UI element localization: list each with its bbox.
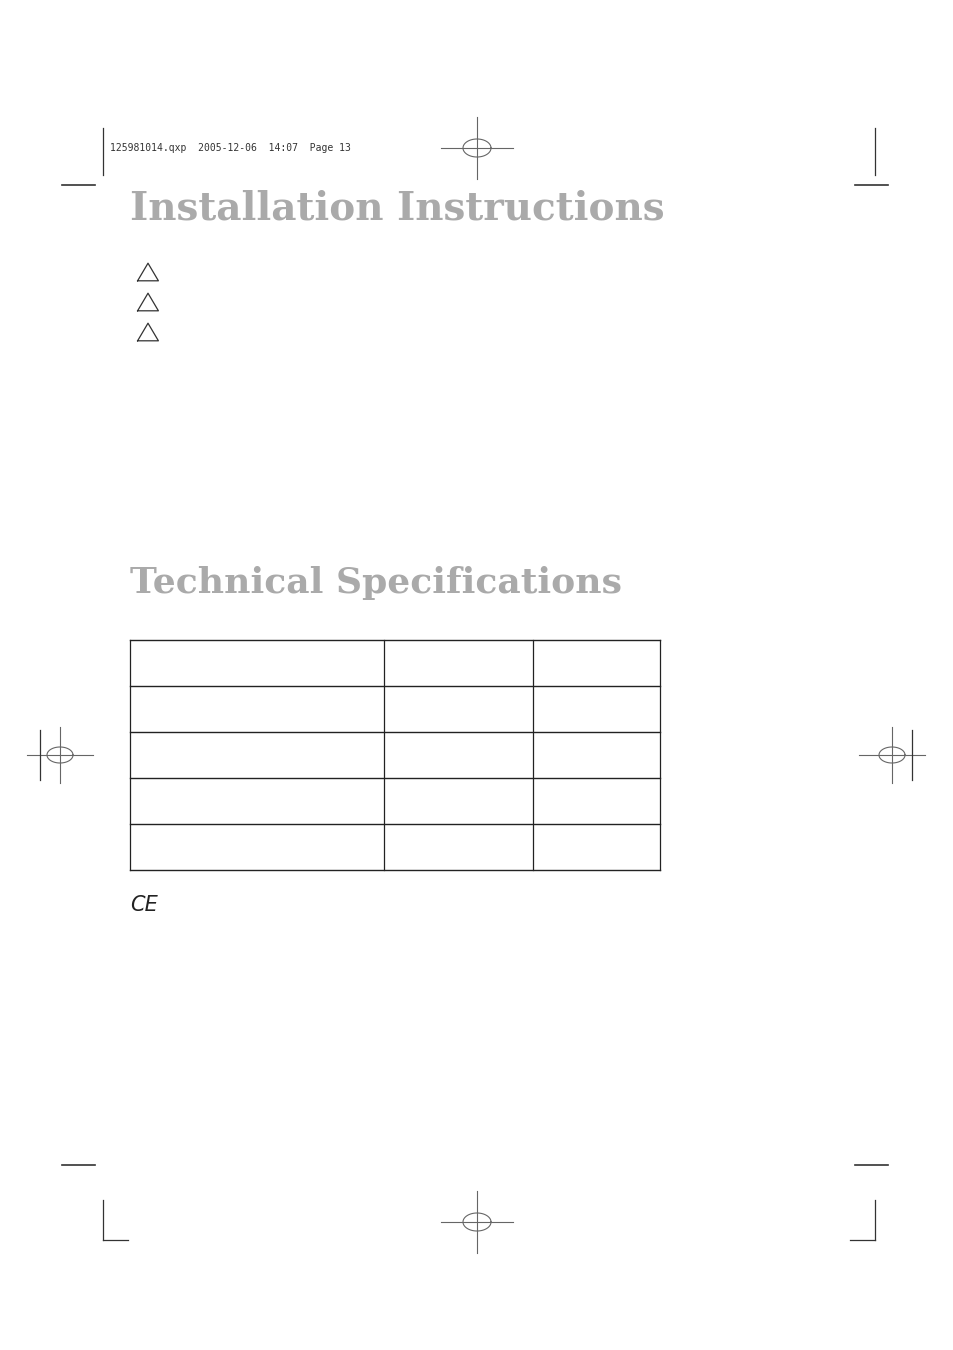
Text: Installation Instructions: Installation Instructions — [130, 190, 664, 228]
Text: CE: CE — [130, 895, 157, 915]
Text: 125981014.qxp  2005-12-06  14:07  Page 13: 125981014.qxp 2005-12-06 14:07 Page 13 — [110, 143, 351, 153]
Text: Technical Specifications: Technical Specifications — [130, 566, 621, 599]
